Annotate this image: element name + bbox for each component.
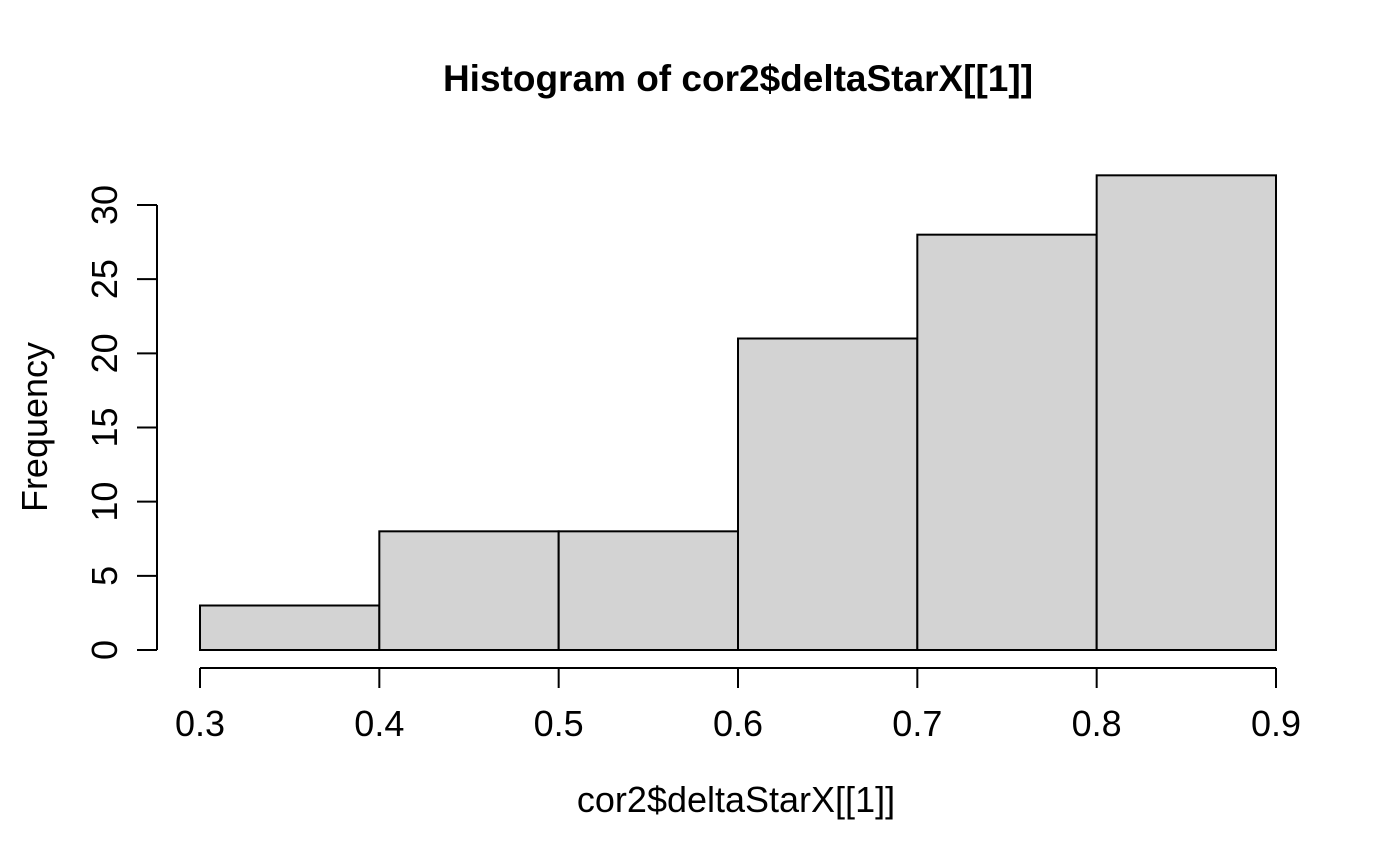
x-tick-label: 0.9 [1251, 703, 1301, 744]
x-tick-label: 0.7 [892, 703, 942, 744]
x-tick-label: 0.8 [1072, 703, 1122, 744]
x-tick-label: 0.6 [713, 703, 763, 744]
y-tick-label: 25 [84, 259, 125, 299]
x-tick-label: 0.3 [175, 703, 225, 744]
x-tick-label: 0.5 [534, 703, 584, 744]
y-tick-label: 5 [84, 566, 125, 586]
histogram-bar [737, 337, 919, 651]
x-tick-label: 0.4 [354, 703, 404, 744]
chart-title: Histogram of cor2$deltaStarX[[1]] [443, 58, 1033, 99]
axes: 0 5 10 15 20 25 30 0.3 0.4 0.5 0.6 0.7 0.8 0.9 [84, 185, 1301, 744]
y-tick-label: 20 [84, 333, 125, 373]
y-axis-label: Frequency [14, 342, 55, 512]
y-tick-label: 15 [84, 407, 125, 447]
histogram-bar [199, 604, 381, 651]
histogram-bars [199, 174, 1278, 652]
histogram-bar [1095, 174, 1278, 652]
histogram-bar [557, 530, 739, 652]
y-tick-label: 10 [84, 482, 125, 522]
y-tick-label: 0 [84, 640, 125, 660]
histogram-bar [916, 233, 1098, 651]
histogram-bar [378, 530, 560, 652]
x-axis-label: cor2$deltaStarX[[1]] [577, 779, 895, 820]
y-tick-label: 30 [84, 185, 125, 225]
